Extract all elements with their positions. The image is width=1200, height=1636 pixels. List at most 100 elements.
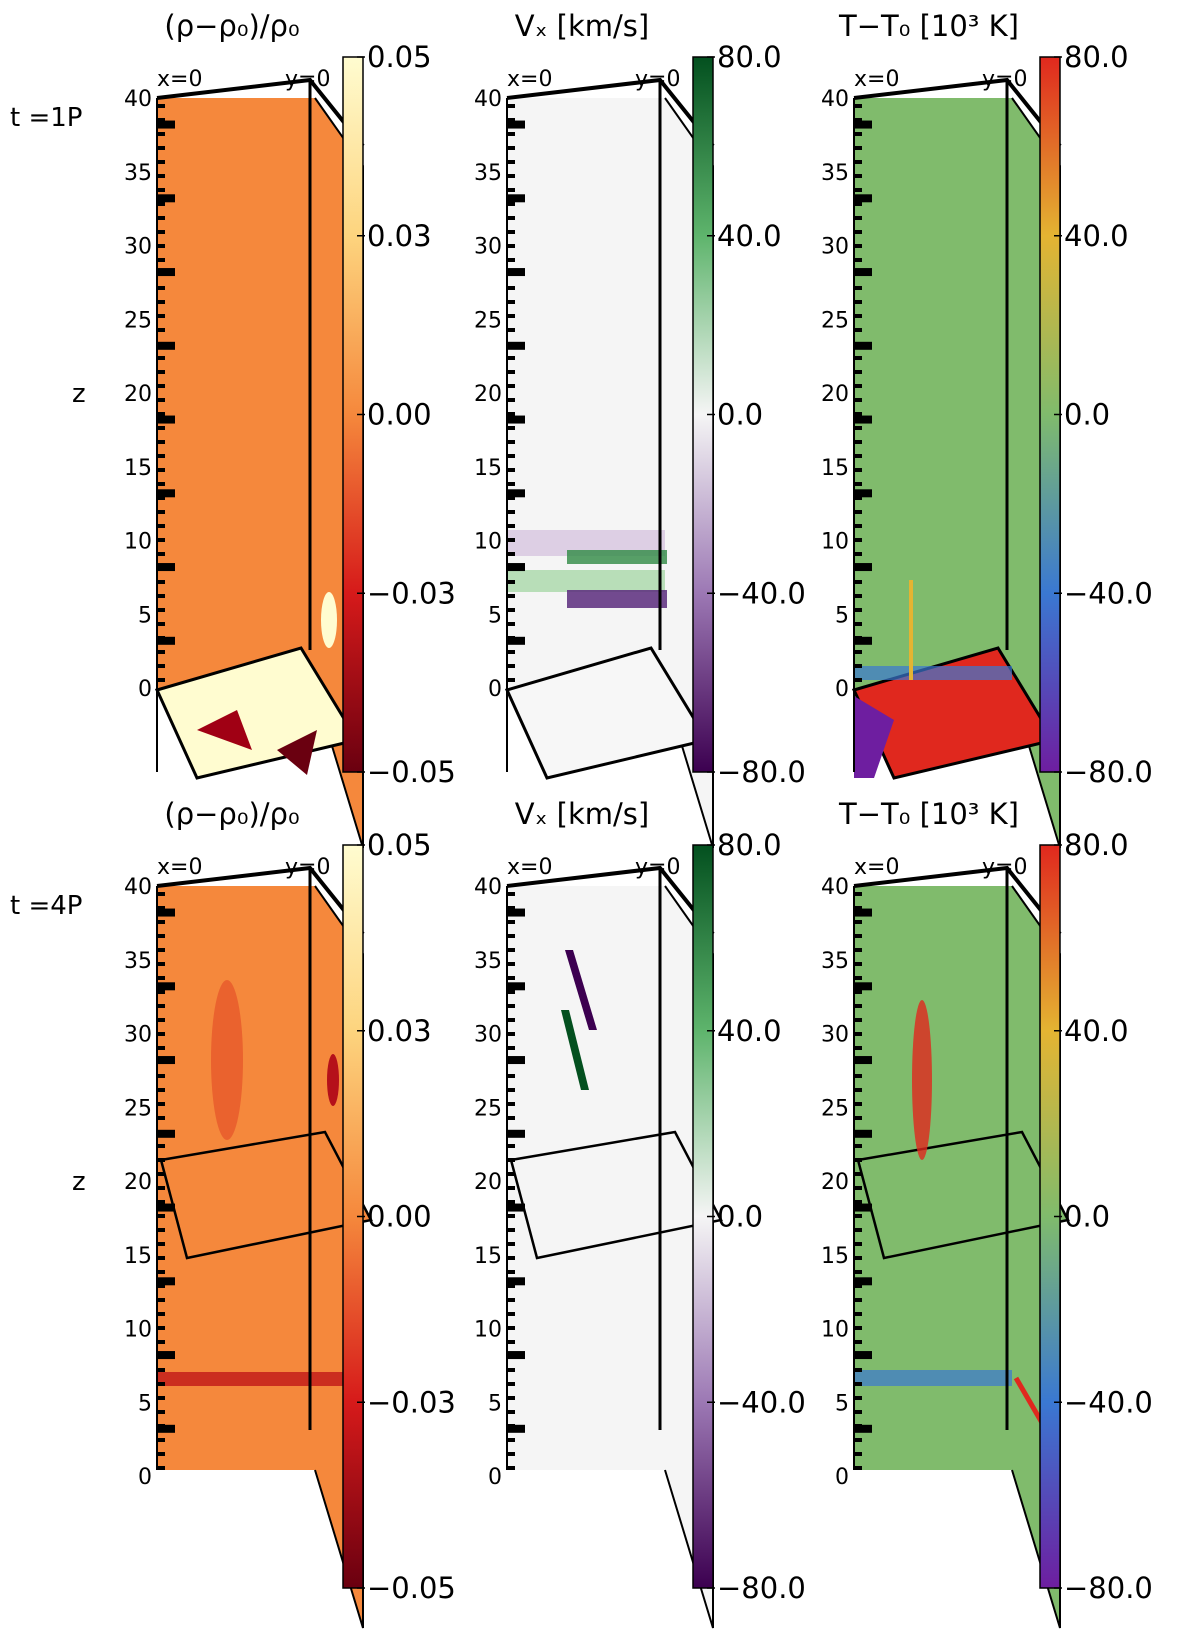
z-minor-tick <box>854 538 862 542</box>
z-minor-tick <box>157 650 165 654</box>
colorbar-label: 0.0 <box>717 398 763 432</box>
panel-2-row-2: 40 35 30 25 20 15 10 5 0 x=0 y=0 Vₓ [km/s] 80.0 40.0 0… <box>474 797 806 1629</box>
z-minor-tick <box>157 920 165 924</box>
z-minor-tick <box>854 1396 862 1400</box>
z-minor-tick <box>507 636 515 640</box>
z-minor-tick <box>854 118 862 122</box>
z-minor-tick <box>854 426 862 430</box>
z-tick-label: 15 <box>474 456 502 481</box>
z-minor-tick <box>157 1186 165 1190</box>
z-minor-tick <box>157 104 165 108</box>
z-minor-tick <box>157 608 165 612</box>
z-minor-tick <box>507 580 515 584</box>
z-minor-tick <box>854 230 862 234</box>
z-minor-tick <box>157 934 165 938</box>
z-minor-tick <box>854 468 862 472</box>
z-minor-tick <box>507 1396 515 1400</box>
z-minor-tick <box>854 1466 862 1470</box>
z-minor-tick <box>157 1354 165 1358</box>
z-tick-label: 15 <box>821 456 849 481</box>
x0-face <box>854 98 1012 690</box>
z-minor-tick <box>157 1018 165 1022</box>
z-minor-tick <box>157 1004 165 1008</box>
z-tick-label: 10 <box>821 1318 849 1343</box>
z-tick-label: 40 <box>124 875 152 900</box>
z-minor-tick <box>507 1354 515 1358</box>
z-minor-tick <box>157 202 165 206</box>
z-minor-tick <box>157 160 165 164</box>
side-feature <box>321 592 337 648</box>
panel-1-row-1: 40 35 30 25 20 15 10 5 0 x=0 y=0 (ρ−ρ₀)/ρ₀ 0.05 0.03 0… <box>124 9 456 849</box>
z-minor-tick <box>507 1046 515 1050</box>
z-minor-tick <box>507 976 515 980</box>
x-label: x=0 <box>854 855 899 880</box>
z-minor-tick <box>854 1032 862 1036</box>
z-minor-tick <box>157 510 165 514</box>
z-major-tick <box>507 1129 525 1138</box>
z-minor-tick <box>507 426 515 430</box>
z-minor-tick <box>157 426 165 430</box>
z-minor-tick <box>507 1186 515 1190</box>
z-tick-label: 35 <box>821 161 849 186</box>
z-minor-tick <box>507 356 515 360</box>
z-major-tick <box>507 415 525 424</box>
z-minor-tick <box>854 906 862 910</box>
colorbar-label: 0.0 <box>1064 1200 1110 1234</box>
side-feature <box>327 1054 339 1106</box>
z-minor-tick <box>854 1004 862 1008</box>
z-minor-tick <box>157 1452 165 1456</box>
z-tick-label: 20 <box>474 382 502 407</box>
z-minor-tick <box>507 1172 515 1176</box>
z-minor-tick <box>507 594 515 598</box>
z-minor-tick <box>157 314 165 318</box>
z-minor-tick <box>507 230 515 234</box>
z-minor-tick <box>854 1298 862 1302</box>
z-minor-tick <box>157 1368 165 1372</box>
z-minor-tick <box>157 1158 165 1162</box>
z-minor-tick <box>157 1466 165 1470</box>
z-minor-tick <box>507 1074 515 1078</box>
z-minor-tick <box>157 622 165 626</box>
z-minor-tick <box>507 510 515 514</box>
z-major-tick <box>854 1129 872 1138</box>
y-label: y=0 <box>635 855 680 880</box>
z-axis-label: z <box>72 379 86 409</box>
z-tick-label: 5 <box>138 603 152 628</box>
z-minor-tick <box>157 118 165 122</box>
colorbar-label: 40.0 <box>1064 219 1129 253</box>
z-minor-tick <box>157 286 165 290</box>
z-major-tick <box>507 636 525 645</box>
z-minor-tick <box>507 1368 515 1372</box>
feature <box>211 980 243 1140</box>
z-minor-tick <box>157 552 165 556</box>
z-minor-tick <box>854 976 862 980</box>
slice-feature <box>277 730 317 775</box>
z-minor-tick <box>507 398 515 402</box>
z-minor-tick <box>854 272 862 276</box>
z-tick-label: 30 <box>474 1023 502 1048</box>
z-tick-label: 30 <box>124 235 152 260</box>
z-minor-tick <box>854 216 862 220</box>
z-minor-tick <box>507 328 515 332</box>
z-minor-tick <box>507 272 515 276</box>
colorbar-label: 80.0 <box>717 40 782 74</box>
z-minor-tick <box>507 1284 515 1288</box>
z-minor-tick <box>507 496 515 500</box>
z-major-tick <box>507 563 525 572</box>
z-minor-tick <box>854 104 862 108</box>
z-minor-tick <box>507 454 515 458</box>
wave-band <box>567 550 667 564</box>
z-minor-tick <box>507 342 515 346</box>
x-label: x=0 <box>507 67 552 92</box>
z-minor-tick <box>854 412 862 416</box>
z-tick-label: 40 <box>124 87 152 112</box>
wave-band <box>507 570 665 592</box>
x-label: x=0 <box>157 67 202 92</box>
z-minor-tick <box>157 272 165 276</box>
z-major-tick <box>854 194 872 203</box>
colorbar-label: 0.00 <box>367 1200 432 1234</box>
z-minor-tick <box>507 552 515 556</box>
z-minor-tick <box>157 1074 165 1078</box>
z-major-tick <box>157 415 175 424</box>
z-minor-tick <box>854 1382 862 1386</box>
